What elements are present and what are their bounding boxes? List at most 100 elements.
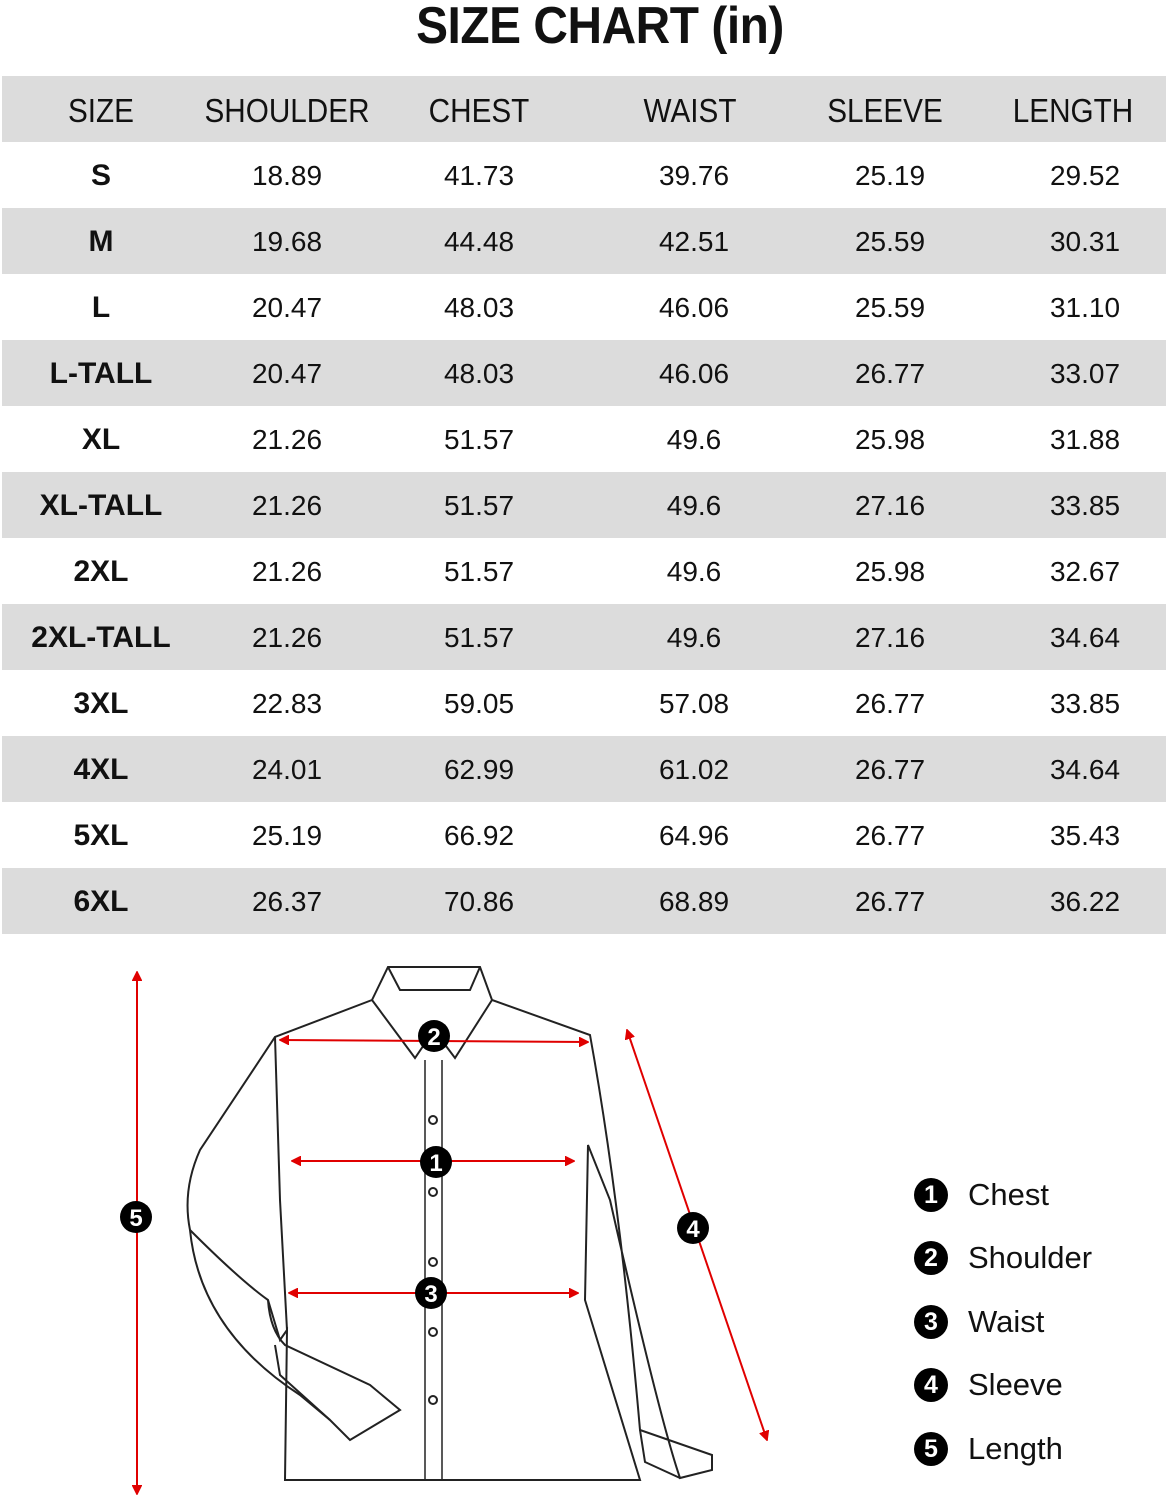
page-title: SIZE CHART (in)	[416, 0, 784, 55]
legend-label: Shoulder	[968, 1240, 1093, 1276]
cell-shoulder: 21.26	[251, 556, 323, 587]
cell-length: 36.22	[1049, 886, 1121, 917]
cell-waist: 49.6	[666, 424, 722, 455]
marker-4: 4	[686, 1216, 700, 1243]
cell-sleeve: 26.77	[854, 820, 926, 851]
cell-chest: 51.57	[443, 424, 515, 455]
cell-chest: 48.03	[443, 292, 515, 323]
cell-shoulder: 25.19	[251, 820, 323, 851]
cell-shoulder: 21.26	[251, 490, 323, 521]
legend-label: Length	[968, 1430, 1063, 1466]
table-row: XL-TALL 21.26 51.57 49.6 27.16 33.85	[2, 472, 1166, 538]
cell-chest: 62.99	[443, 754, 515, 785]
cell-sleeve: 26.77	[854, 886, 926, 917]
cell-chest: 59.05	[443, 688, 515, 719]
marker-5: 5	[129, 1205, 142, 1232]
number-icon: 5	[914, 1431, 948, 1466]
cell-length: 33.85	[1049, 688, 1121, 719]
cell-chest: 44.48	[443, 226, 515, 257]
cell-chest: 48.03	[443, 358, 515, 389]
cell-size: 2XL	[73, 555, 129, 588]
cell-waist: 49.6	[666, 622, 722, 653]
cell-waist: 49.6	[666, 556, 722, 587]
header-shoulder: SHOULDER	[204, 92, 370, 129]
number-icon: 1	[914, 1177, 948, 1212]
shirt-outline	[186, 966, 713, 1481]
cell-size: 4XL	[73, 753, 129, 786]
marker-1: 1	[429, 1150, 442, 1177]
cell-sleeve: 25.59	[854, 226, 926, 257]
cell-length: 29.52	[1049, 160, 1121, 191]
cell-shoulder: 21.26	[251, 424, 323, 455]
legend-label: Chest	[968, 1176, 1049, 1212]
cell-sleeve: 26.77	[854, 754, 926, 785]
cell-size: XL	[81, 423, 121, 456]
cell-sleeve: 25.98	[854, 424, 926, 455]
cell-length: 31.88	[1049, 424, 1121, 455]
cell-waist: 64.96	[658, 820, 730, 851]
diagram-markers: 1 2 3 4 5	[120, 1020, 709, 1309]
header-size: SIZE	[67, 92, 135, 129]
cell-chest: 70.86	[443, 886, 515, 917]
cell-sleeve: 26.77	[854, 358, 926, 389]
header-waist: WAIST	[643, 92, 737, 129]
legend-label: Sleeve	[968, 1367, 1063, 1403]
table-row: M 19.68 44.48 42.51 25.59 30.31	[2, 208, 1166, 274]
cell-size: 6XL	[73, 885, 129, 918]
cell-sleeve: 26.77	[854, 688, 926, 719]
cell-size: S	[90, 159, 111, 192]
cell-sleeve: 27.16	[854, 622, 926, 653]
table-row: 5XL 25.19 66.92 64.96 26.77 35.43	[2, 802, 1166, 868]
cell-length: 35.43	[1049, 820, 1121, 851]
cell-shoulder: 21.26	[251, 622, 323, 653]
cell-waist: 46.06	[658, 292, 730, 323]
cell-length: 32.67	[1049, 556, 1121, 587]
cell-length: 33.07	[1049, 358, 1121, 389]
table-row: 2XL-TALL 21.26 51.57 49.6 27.16 34.64	[2, 604, 1166, 670]
legend-item-waist: 3 Waist	[914, 1290, 1092, 1354]
cell-sleeve: 25.98	[854, 556, 926, 587]
header-length: LENGTH	[1012, 92, 1134, 129]
legend-label: Waist	[968, 1303, 1045, 1339]
cell-size: L	[91, 291, 111, 324]
cell-waist: 57.08	[658, 688, 730, 719]
table-row: S 18.89 41.73 39.76 25.19 29.52	[2, 142, 1166, 208]
cell-chest: 51.57	[443, 490, 515, 521]
cell-size: 3XL	[73, 687, 129, 720]
cell-size: M	[88, 225, 114, 258]
header-sleeve: SLEEVE	[827, 92, 943, 129]
table-row: L 20.47 48.03 46.06 25.59 31.10	[2, 274, 1166, 340]
table-row: 2XL 21.26 51.57 49.6 25.98 32.67	[2, 538, 1166, 604]
cell-sleeve: 25.19	[854, 160, 926, 191]
cell-length: 34.64	[1049, 622, 1121, 653]
table-header: SIZE SHOULDER CHEST WAIST SLEEVE LENGTH	[2, 76, 1166, 142]
measurement-arrows	[137, 972, 767, 1494]
cell-shoulder: 20.47	[251, 292, 323, 323]
table-row: XL 21.26 51.57 49.6 25.98 31.88	[2, 406, 1166, 472]
cell-size: 2XL-TALL	[31, 621, 171, 654]
cell-shoulder: 26.37	[251, 886, 323, 917]
header-chest: CHEST	[428, 92, 530, 129]
cell-shoulder: 20.47	[251, 358, 323, 389]
cell-sleeve: 27.16	[854, 490, 926, 521]
marker-3: 3	[424, 1281, 437, 1308]
size-table: SIZE SHOULDER CHEST WAIST SLEEVE LENGTH …	[2, 76, 1166, 934]
legend-item-chest: 1 Chest	[914, 1163, 1092, 1227]
legend-item-sleeve: 4 Sleeve	[914, 1354, 1092, 1418]
cell-waist: 39.76	[658, 160, 730, 191]
number-icon: 4	[914, 1368, 948, 1403]
cell-length: 30.31	[1049, 226, 1121, 257]
cell-size: L-TALL	[49, 357, 153, 390]
table-row: L-TALL 20.47 48.03 46.06 26.77 33.07	[2, 340, 1166, 406]
marker-2: 2	[427, 1024, 440, 1051]
cell-sleeve: 25.59	[854, 292, 926, 323]
legend: 1 Chest 2 Shoulder 3 Waist 4 Sleeve 5 Length	[914, 1163, 1092, 1481]
cell-waist: 49.6	[666, 490, 722, 521]
cell-shoulder: 22.83	[251, 688, 323, 719]
cell-shoulder: 18.89	[251, 160, 323, 191]
table-row: 6XL 26.37 70.86 68.89 26.77 36.22	[2, 868, 1166, 934]
shirt-diagram: 1 2 3 4 5	[120, 966, 900, 1500]
cell-waist: 61.02	[658, 754, 730, 785]
cell-waist: 68.89	[658, 886, 730, 917]
cell-length: 34.64	[1049, 754, 1121, 785]
